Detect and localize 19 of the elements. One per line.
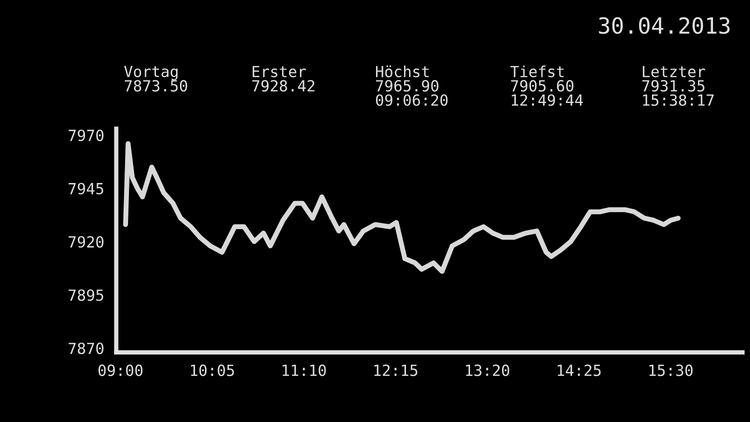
text: Höchst 7965.90 09:06:20 xyxy=(376,65,448,106)
text: Vortag 7873.50 xyxy=(124,66,188,92)
x-tick-label: 09:00 xyxy=(98,364,142,376)
y-tick-label: 7970 xyxy=(68,130,104,142)
text: Tiefst 7905.60 12:49:44 xyxy=(510,65,583,106)
y-tick-label: 7870 xyxy=(68,342,104,354)
x-tick-label: 10:05 xyxy=(191,364,234,376)
text: Letzter 7931.35 15:38:17 xyxy=(642,66,714,106)
y-tick-label: 7920 xyxy=(68,236,104,248)
y-tick-label: 7945 xyxy=(68,182,104,194)
y-tick-label: 7895 xyxy=(68,289,104,301)
x-tick-label: 15:30 xyxy=(649,364,693,376)
text: Erster 7928.42 xyxy=(252,66,314,92)
line-series xyxy=(123,141,681,274)
x-tick-label: 12:15 xyxy=(374,364,418,376)
x-tick-label: 11:10 xyxy=(282,364,326,376)
chart-title: 30.04.2013 xyxy=(598,17,730,34)
x-tick-label: 13:20 xyxy=(466,364,510,376)
x-tick-label: 14:25 xyxy=(558,364,601,376)
